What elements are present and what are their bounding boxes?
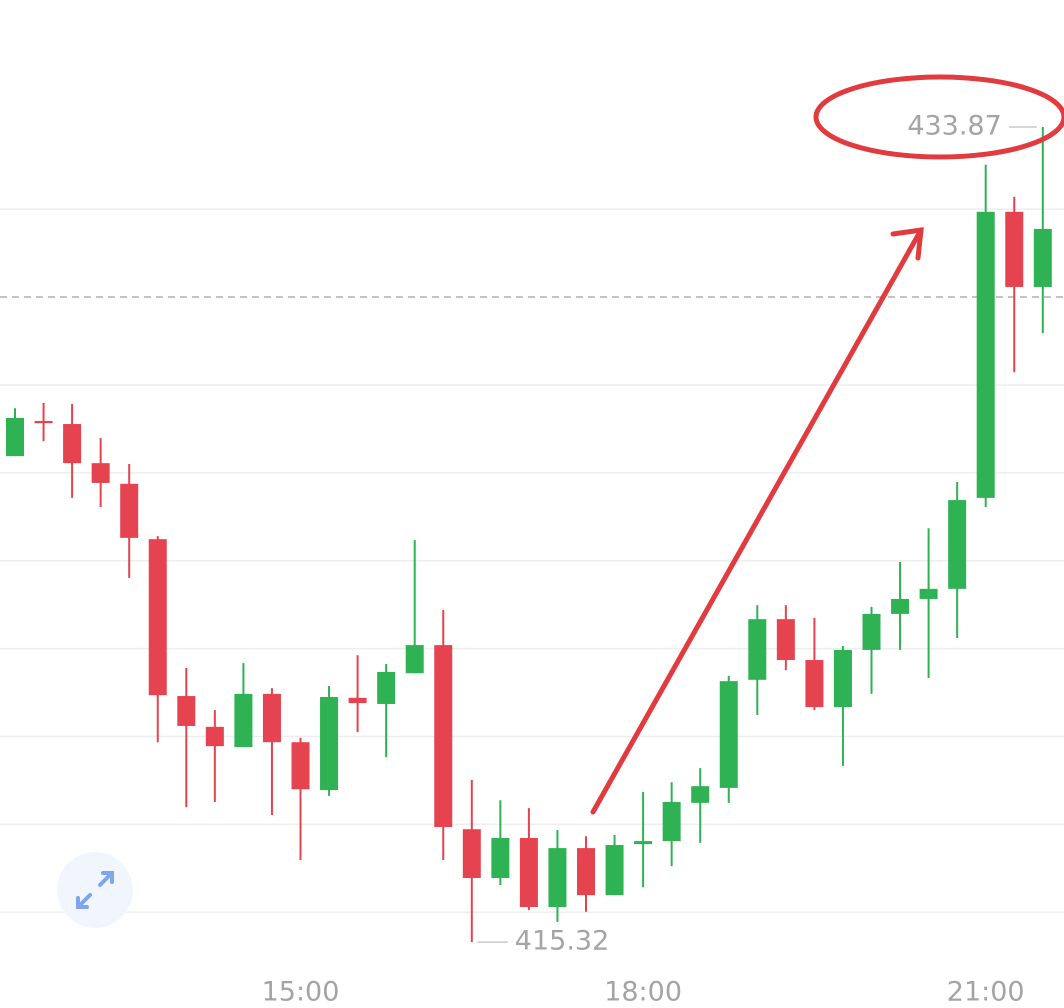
candle-body bbox=[405, 645, 424, 674]
candle-body bbox=[1005, 211, 1024, 287]
candle-body bbox=[320, 696, 339, 791]
candle-body bbox=[205, 726, 224, 747]
candle-body bbox=[434, 645, 453, 828]
candle-body bbox=[34, 420, 53, 424]
candle-body bbox=[662, 801, 681, 842]
candle-body bbox=[91, 463, 110, 483]
x-tick-label: 18:00 bbox=[604, 977, 682, 1008]
candle-body bbox=[177, 696, 196, 726]
candle-body bbox=[805, 660, 824, 708]
expand-button[interactable] bbox=[57, 852, 133, 928]
candle-body bbox=[262, 693, 281, 743]
plot: 433.87 415.32 15:00 18:00 21:00 bbox=[0, 110, 1064, 1008]
candle-body bbox=[748, 619, 767, 680]
candle-body bbox=[148, 539, 167, 696]
candle-body bbox=[976, 211, 995, 498]
candle-body bbox=[719, 681, 738, 788]
low-label: 415.32 bbox=[515, 926, 609, 957]
expand-icon bbox=[76, 871, 114, 909]
candle-body bbox=[491, 838, 510, 878]
candle-body bbox=[634, 841, 653, 845]
candle-body bbox=[6, 417, 24, 457]
candle-body bbox=[948, 500, 967, 589]
candle-body bbox=[833, 649, 852, 708]
candle-body bbox=[862, 613, 881, 650]
candle-body bbox=[519, 838, 538, 907]
candle-body bbox=[605, 845, 624, 896]
candle-body bbox=[548, 848, 567, 907]
x-tick-label: 21:00 bbox=[947, 977, 1025, 1008]
candle-body bbox=[891, 598, 910, 614]
candle-body bbox=[776, 619, 795, 661]
candle-body bbox=[462, 829, 481, 878]
candle-body bbox=[1033, 228, 1052, 287]
candle-body bbox=[291, 742, 310, 790]
candle-body bbox=[919, 588, 938, 599]
candle-body bbox=[577, 848, 595, 896]
candle-body bbox=[377, 671, 396, 704]
candle-body bbox=[234, 693, 253, 748]
candle-body bbox=[691, 786, 710, 803]
candle-body bbox=[348, 697, 367, 704]
highlight-ellipse bbox=[813, 74, 1064, 160]
candle-body bbox=[63, 424, 82, 464]
arrow bbox=[590, 227, 924, 815]
candle-body bbox=[120, 483, 139, 538]
high-label: 433.87 bbox=[907, 110, 1001, 141]
x-tick-label: 15:00 bbox=[262, 977, 340, 1008]
